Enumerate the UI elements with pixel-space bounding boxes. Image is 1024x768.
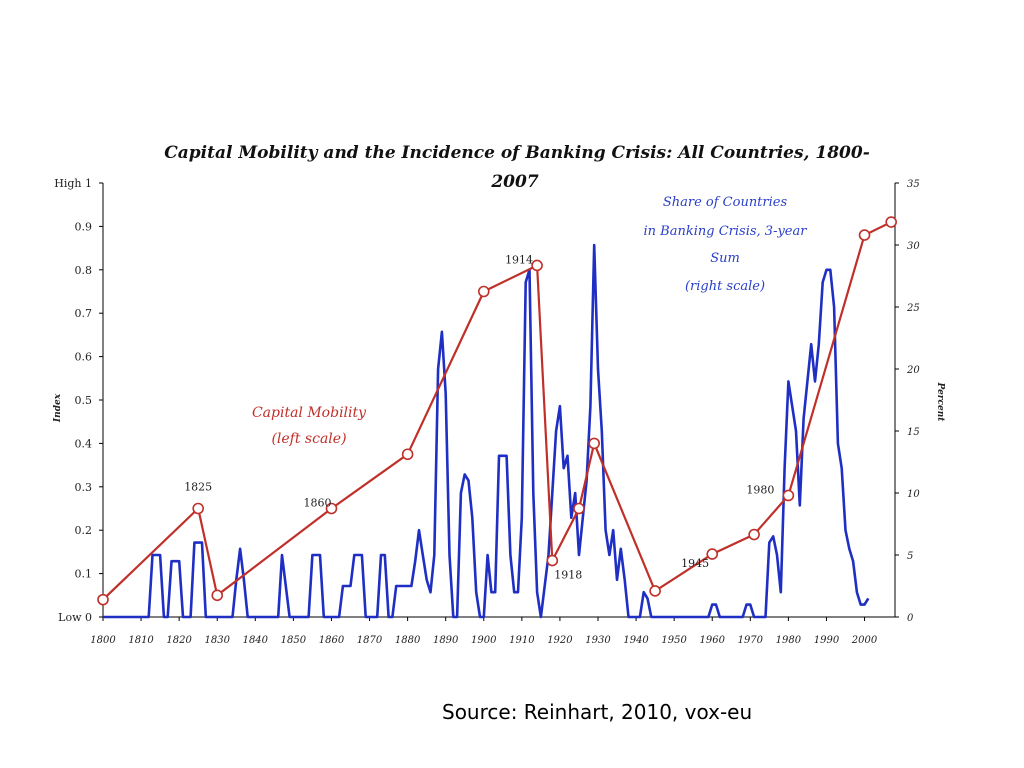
year-label: 1945 bbox=[681, 557, 709, 570]
share-label-line-3: Sum bbox=[710, 251, 740, 266]
x-tick-label: 2000 bbox=[851, 635, 878, 646]
capital-mobility-point bbox=[546, 554, 559, 567]
capital-mobility-label-line-2: (left scale) bbox=[271, 431, 346, 447]
x-tick-label: 1890 bbox=[433, 635, 459, 646]
capital-mobility-point bbox=[649, 585, 661, 597]
year-label: 1914 bbox=[505, 253, 533, 266]
capital-mobility-point bbox=[573, 502, 585, 515]
chart-title: Capital Mobility and the Incidence of Ba… bbox=[164, 143, 870, 192]
right-axis-label: Percent bbox=[935, 382, 945, 423]
year-label: 1980 bbox=[746, 483, 774, 496]
left-tick-label: 0.1 bbox=[75, 568, 93, 581]
left-tick-label: 0.6 bbox=[75, 351, 93, 364]
year-label: 1825 bbox=[184, 481, 212, 494]
capital-mobility-point bbox=[748, 528, 760, 541]
left-tick-label: 0.5 bbox=[75, 394, 93, 407]
x-tick-label: 1880 bbox=[395, 635, 421, 646]
right-tick-label: 25 bbox=[906, 303, 920, 314]
banking-crisis-share-line bbox=[103, 243, 870, 619]
share-label-line-2: in Banking Crisis, 3-year bbox=[644, 224, 808, 239]
left-tick-label: 0.3 bbox=[75, 481, 93, 494]
x-tick-label: 1930 bbox=[585, 635, 611, 646]
x-tick-label: 1980 bbox=[776, 635, 802, 646]
left-tick-label: 0.4 bbox=[75, 437, 93, 450]
capital-mobility-point bbox=[97, 593, 109, 606]
year-label: 1918 bbox=[554, 569, 582, 582]
left-tick-label: 0.7 bbox=[75, 307, 93, 320]
chart-annotations: Capital Mobility (left scale) Share of C… bbox=[252, 195, 807, 447]
source-caption: Source: Reinhart, 2010, vox-eu bbox=[442, 700, 753, 724]
x-tick-label: 1830 bbox=[205, 635, 231, 646]
share-label-line-4: (right scale) bbox=[685, 279, 765, 294]
x-tick-label: 1800 bbox=[90, 635, 116, 646]
share-label-line-1: Share of Countries bbox=[663, 195, 788, 210]
left-tick-label: High 1 bbox=[54, 177, 92, 190]
right-tick-label: 20 bbox=[906, 365, 920, 376]
x-tick-label: 1900 bbox=[471, 635, 497, 646]
right-tick-label: 30 bbox=[907, 241, 920, 252]
left-tick-label: 0.9 bbox=[75, 220, 93, 233]
capital-mobility-point bbox=[885, 216, 897, 228]
capital-mobility-point bbox=[325, 502, 338, 515]
capital-mobility-point bbox=[858, 229, 871, 241]
right-tick-label: 15 bbox=[907, 427, 920, 438]
capital-mobility-point bbox=[477, 285, 490, 298]
x-tick-label: 1820 bbox=[166, 635, 192, 646]
capital-mobility-point bbox=[401, 448, 414, 461]
capital-mobility-point bbox=[211, 589, 224, 602]
capital-mobility-point bbox=[706, 548, 719, 560]
right-tick-label: 0 bbox=[907, 613, 914, 624]
left-tick-label: Low 0 bbox=[58, 611, 92, 624]
x-tick-label: 1960 bbox=[700, 635, 726, 646]
right-tick-label: 35 bbox=[907, 179, 920, 190]
series-banking-crisis-share bbox=[103, 243, 870, 619]
x-tick-label: 1850 bbox=[281, 635, 307, 646]
year-labels: 1825 1860 1914 1918 1945 1980 bbox=[184, 253, 774, 581]
right-axis-ticks: 0 5 10 15 20 25 30 35 bbox=[895, 179, 920, 624]
capital-mobility-label-line-1: Capital Mobility bbox=[252, 405, 367, 421]
x-tick-label: 1910 bbox=[509, 635, 535, 646]
left-tick-label: 0.8 bbox=[75, 264, 93, 277]
capital-mobility-point bbox=[531, 259, 543, 272]
x-tick-label: 1810 bbox=[128, 635, 154, 646]
left-axis-label: Index bbox=[53, 393, 63, 423]
x-tick-label: 1870 bbox=[357, 635, 383, 646]
left-axis-ticks: Low 0 0.1 0.2 0.3 0.4 0.5 0.6 0.7 0.8 0.9 High 1 bbox=[54, 177, 103, 624]
capital-mobility-point bbox=[782, 489, 795, 502]
chart-title-line-1: Capital Mobility and the Incidence of Ba… bbox=[164, 143, 870, 163]
capital-mobility-point bbox=[192, 502, 204, 515]
year-label: 1860 bbox=[303, 497, 331, 510]
x-tick-label: 1840 bbox=[243, 635, 269, 646]
series-capital-mobility bbox=[97, 216, 897, 606]
x-tick-label: 1950 bbox=[661, 635, 687, 646]
x-tick-label: 1940 bbox=[623, 635, 649, 646]
x-tick-label: 1920 bbox=[547, 635, 573, 646]
x-tick-label: 1970 bbox=[738, 635, 764, 646]
x-axis-ticks: 1800 1810 1820 1830 1840 1850 1860 1870 1880 1890… bbox=[90, 617, 878, 646]
x-tick-label: 1990 bbox=[814, 635, 840, 646]
x-tick-label: 1860 bbox=[319, 635, 345, 646]
capital-mobility-point bbox=[588, 437, 600, 450]
right-tick-label: 10 bbox=[907, 489, 920, 500]
right-tick-label: 5 bbox=[907, 551, 913, 562]
chart-title-line-2: 2007 bbox=[490, 172, 538, 192]
left-tick-label: 0.2 bbox=[75, 524, 93, 537]
capital-mobility-line bbox=[102, 221, 892, 601]
